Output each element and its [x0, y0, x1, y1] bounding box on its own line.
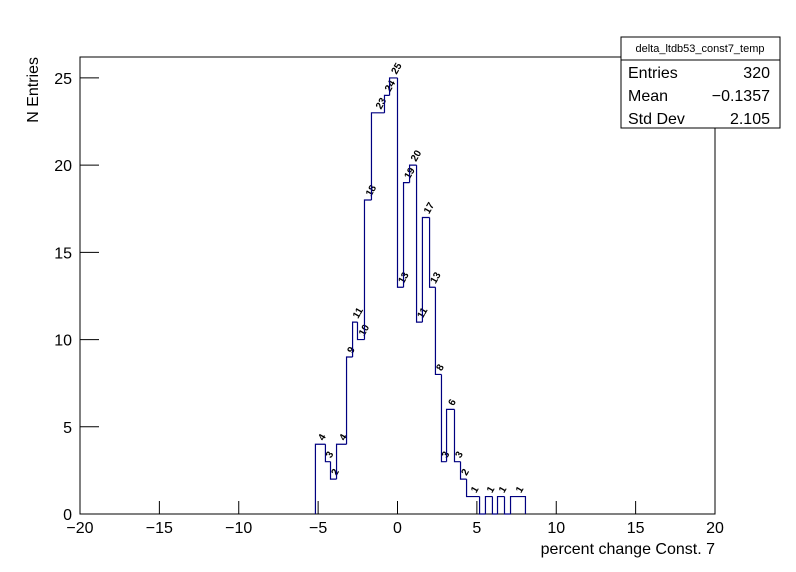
bin-label: 17 — [422, 200, 437, 216]
bin — [396, 77, 404, 288]
bin-label: 2 — [460, 467, 473, 478]
bin — [402, 181, 410, 288]
bin-label: 4 — [316, 432, 329, 443]
bin-label: 1 — [514, 484, 527, 495]
bin — [370, 112, 385, 201]
bin-label: 24 — [383, 78, 398, 94]
x-tick-label: −20 — [66, 520, 93, 537]
bin-label: 23 — [374, 96, 389, 112]
x-tick-label: 10 — [547, 520, 565, 537]
bin — [503, 496, 511, 515]
stats-key: Entries — [628, 65, 678, 82]
bin — [421, 216, 430, 323]
bin — [329, 461, 337, 480]
bin — [324, 444, 331, 463]
x-tick-label: 15 — [627, 520, 645, 537]
y-tick-label: 10 — [54, 333, 72, 350]
bin-label: 19 — [403, 166, 418, 182]
stats-value: 2.105 — [730, 111, 770, 128]
bin-label: 20 — [409, 148, 424, 164]
bin — [440, 374, 447, 463]
x-tick-label: −5 — [309, 520, 327, 537]
bin-label: 25 — [390, 61, 405, 77]
bin-label: 4 — [338, 432, 351, 443]
bin — [445, 408, 455, 462]
y-tick-label: 25 — [54, 71, 72, 88]
bin — [465, 479, 480, 498]
bin-label: 11 — [416, 306, 431, 321]
bin — [408, 164, 417, 183]
bin-label: 1 — [497, 484, 510, 495]
y-tick-label: 20 — [54, 158, 72, 175]
bin-label: 6 — [447, 397, 460, 408]
x-tick-label: 5 — [472, 520, 481, 537]
x-tick-label: −10 — [225, 520, 252, 537]
bin — [363, 199, 372, 340]
bin-label: 9 — [346, 345, 359, 356]
bin — [388, 77, 398, 96]
bin — [459, 461, 467, 480]
bin-label: 8 — [435, 362, 448, 373]
bin — [383, 94, 390, 113]
bin-label: 13 — [397, 270, 412, 286]
y-axis-label: N Entries — [25, 57, 42, 123]
bin — [314, 443, 326, 514]
bin-label: 3 — [454, 449, 467, 460]
bin-label: 1 — [485, 484, 498, 495]
y-tick-label: 0 — [63, 507, 72, 524]
bin-label: 3 — [324, 449, 337, 460]
x-tick-label: −15 — [146, 520, 173, 537]
x-axis-label: percent change Const. 7 — [541, 541, 715, 558]
bin — [356, 322, 365, 341]
bin — [484, 495, 493, 514]
bin-label: 2 — [330, 467, 343, 478]
bin — [434, 287, 442, 376]
bin-label: 1 — [469, 484, 482, 495]
x-tick-label: 20 — [706, 520, 724, 537]
bin — [428, 217, 436, 288]
bin-label: 13 — [429, 270, 444, 286]
stats-key: Std Dev — [628, 111, 685, 128]
bin — [453, 409, 461, 463]
stats-value: 320 — [743, 65, 770, 82]
bin — [351, 321, 358, 358]
stats-key: Mean — [628, 88, 668, 105]
bin — [496, 495, 505, 514]
y-tick-label: 5 — [63, 420, 72, 437]
y-tick-label: 15 — [54, 245, 72, 262]
bin — [415, 165, 423, 323]
bin — [335, 443, 347, 480]
stats-title: delta_ltdb53_const7_temp — [635, 43, 764, 55]
bin — [345, 356, 353, 445]
x-tick-label: 0 — [393, 520, 402, 537]
bin — [491, 496, 498, 515]
stats-value: −0.1357 — [712, 88, 770, 105]
stats-box: delta_ltdb53_const7_temp Entries 320 Mea… — [620, 36, 781, 129]
bin — [509, 495, 527, 514]
bin — [478, 496, 486, 515]
